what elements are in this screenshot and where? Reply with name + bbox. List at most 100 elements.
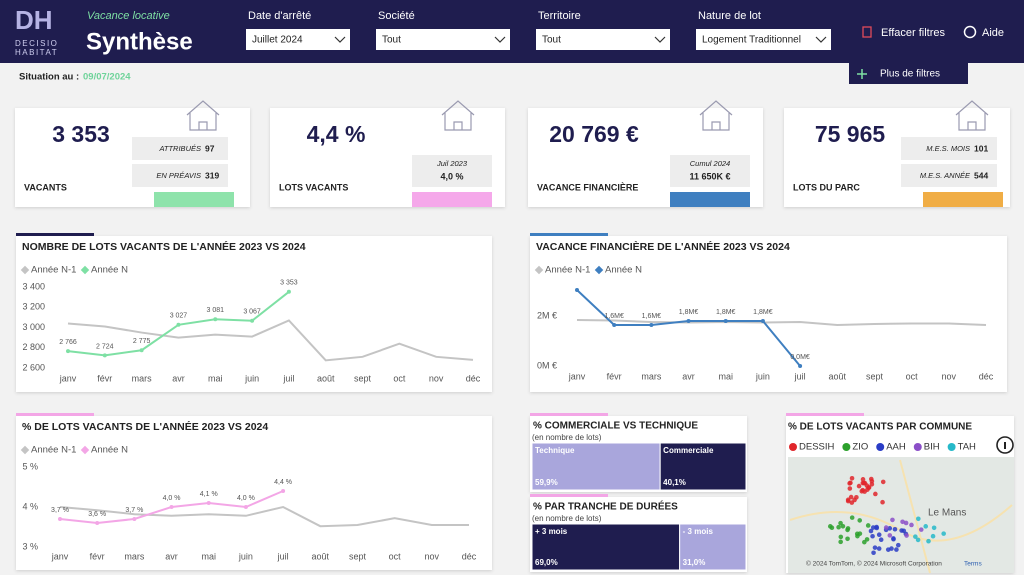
tile	[659, 442, 747, 491]
map-dot	[887, 533, 893, 538]
kpi-detail-box	[132, 164, 228, 187]
x-tick-label: oct	[906, 371, 919, 381]
kpi-detail-value: 4,0 %	[440, 171, 463, 181]
x-tick-label: mai	[718, 371, 733, 381]
chart-title: NOMBRE DE LOTS VACANTS DE L'ANNÉE 2023 V…	[22, 240, 306, 253]
map-dot	[894, 547, 899, 552]
point	[95, 521, 100, 525]
dropdown[interactable]	[246, 29, 350, 50]
clear-filters[interactable]: Effacer filtres	[881, 27, 945, 39]
x-tick-label: avr	[682, 371, 695, 381]
header-bar	[0, 0, 1024, 63]
chart-panel	[530, 236, 1007, 392]
data-label: 3 067	[243, 309, 261, 316]
kpi-color-bar	[670, 192, 750, 207]
x-tick-label: nov	[429, 373, 444, 383]
map-dot	[872, 545, 878, 550]
situation-label: Situation au :	[19, 72, 79, 83]
y-tick-label: 3 200	[22, 302, 45, 312]
y-tick-label: 3 %	[22, 541, 38, 551]
point	[575, 288, 579, 292]
map-dot	[909, 522, 914, 528]
legend-dot	[842, 443, 851, 451]
filter-label: Date d'arrêté	[248, 10, 311, 22]
data-label: 3 081	[207, 307, 225, 314]
data-label: 4,0 %	[163, 495, 181, 502]
trash-icon[interactable]	[862, 26, 872, 38]
more-filters-button[interactable]	[849, 63, 968, 84]
map-dot	[926, 538, 931, 544]
map-dot	[916, 516, 921, 522]
help-icon[interactable]	[963, 25, 977, 39]
tile-name: Commerciale	[663, 446, 714, 455]
kpi-detail-box	[670, 155, 750, 187]
x-tick-label: janv	[59, 373, 77, 383]
dropdown-value[interactable]: Tout	[382, 35, 401, 46]
tile-value: 40,1%	[663, 478, 686, 487]
kpi-label: LOTS DU PARC	[793, 182, 860, 192]
map-dot	[900, 519, 905, 525]
map-dot	[880, 479, 886, 485]
kpi-detail-value: 101	[974, 143, 988, 153]
dropdown[interactable]	[536, 29, 670, 50]
kpi-detail-value: 319	[205, 170, 219, 180]
kpi-label: VACANTS	[24, 182, 67, 192]
map-dot	[878, 537, 884, 542]
x-tick-label: mars	[641, 371, 661, 381]
map-dot	[904, 533, 909, 538]
chart-accent	[530, 233, 608, 236]
legend-marker	[534, 265, 544, 275]
map-dot	[915, 537, 921, 543]
subtitle: Vacance locative	[87, 10, 170, 22]
kpi-color-bar	[412, 192, 492, 207]
plus-icon	[857, 69, 867, 79]
chart-title: % DE LOTS VACANTS DE L'ANNÉE 2023 VS 202…	[22, 420, 268, 433]
kpi-value: 3 353	[52, 121, 110, 147]
map-dot	[845, 526, 851, 531]
dropdown-value[interactable]: Juillet 2024	[252, 35, 303, 46]
brand: HABITAT	[15, 48, 58, 57]
tile	[531, 523, 681, 571]
help[interactable]: Aide	[982, 27, 1004, 39]
point	[169, 505, 174, 509]
data-label: 3,6 %	[88, 511, 106, 518]
kpi-color-bar	[923, 192, 1003, 207]
map-terms[interactable]: Terms	[964, 561, 982, 568]
dropdown[interactable]	[376, 29, 510, 50]
dropdown-value[interactable]: Logement Traditionnel	[702, 35, 801, 46]
map-dot	[845, 498, 851, 504]
x-tick-label: juil	[277, 551, 289, 561]
map-dot	[852, 497, 857, 503]
map-dot	[895, 542, 901, 548]
legend-label: AAH	[886, 442, 906, 453]
map-place: Le Mans	[928, 508, 966, 519]
map-dot	[838, 539, 843, 545]
kpi-icon	[699, 100, 733, 131]
map-dot	[874, 524, 879, 530]
kpi-detail-box	[901, 137, 997, 160]
legend-label: Année N	[91, 265, 128, 276]
tile-name: Technique	[535, 446, 575, 455]
dropdown-value[interactable]: Tout	[542, 35, 561, 46]
more-filters[interactable]: Plus de filtres	[880, 69, 940, 80]
map-dot	[931, 525, 937, 531]
map-dot	[859, 489, 865, 494]
x-tick-label: juil	[794, 371, 806, 381]
kpi-detail-label: EN PRÉAVIS	[156, 171, 201, 180]
x-tick-label: oct	[393, 373, 406, 383]
map-dot	[871, 550, 876, 556]
x-tick-label: sept	[354, 373, 372, 383]
kpi-label: VACANCE FINANCIÈRE	[537, 182, 638, 192]
title: Synthèse	[86, 28, 193, 55]
map-dot	[838, 534, 844, 540]
x-tick-label: juil	[282, 373, 294, 383]
dropdown[interactable]	[696, 29, 831, 50]
data-label: 2 775	[133, 338, 151, 345]
kpi-detail-label: ATTRIBUÉS	[158, 144, 201, 153]
legend-label: TAH	[958, 442, 976, 453]
filter-label: Société	[378, 10, 415, 22]
data-label: 3,7 %	[125, 507, 143, 514]
point	[612, 323, 617, 327]
legend-marker	[594, 265, 604, 275]
chart-panel	[16, 236, 492, 392]
